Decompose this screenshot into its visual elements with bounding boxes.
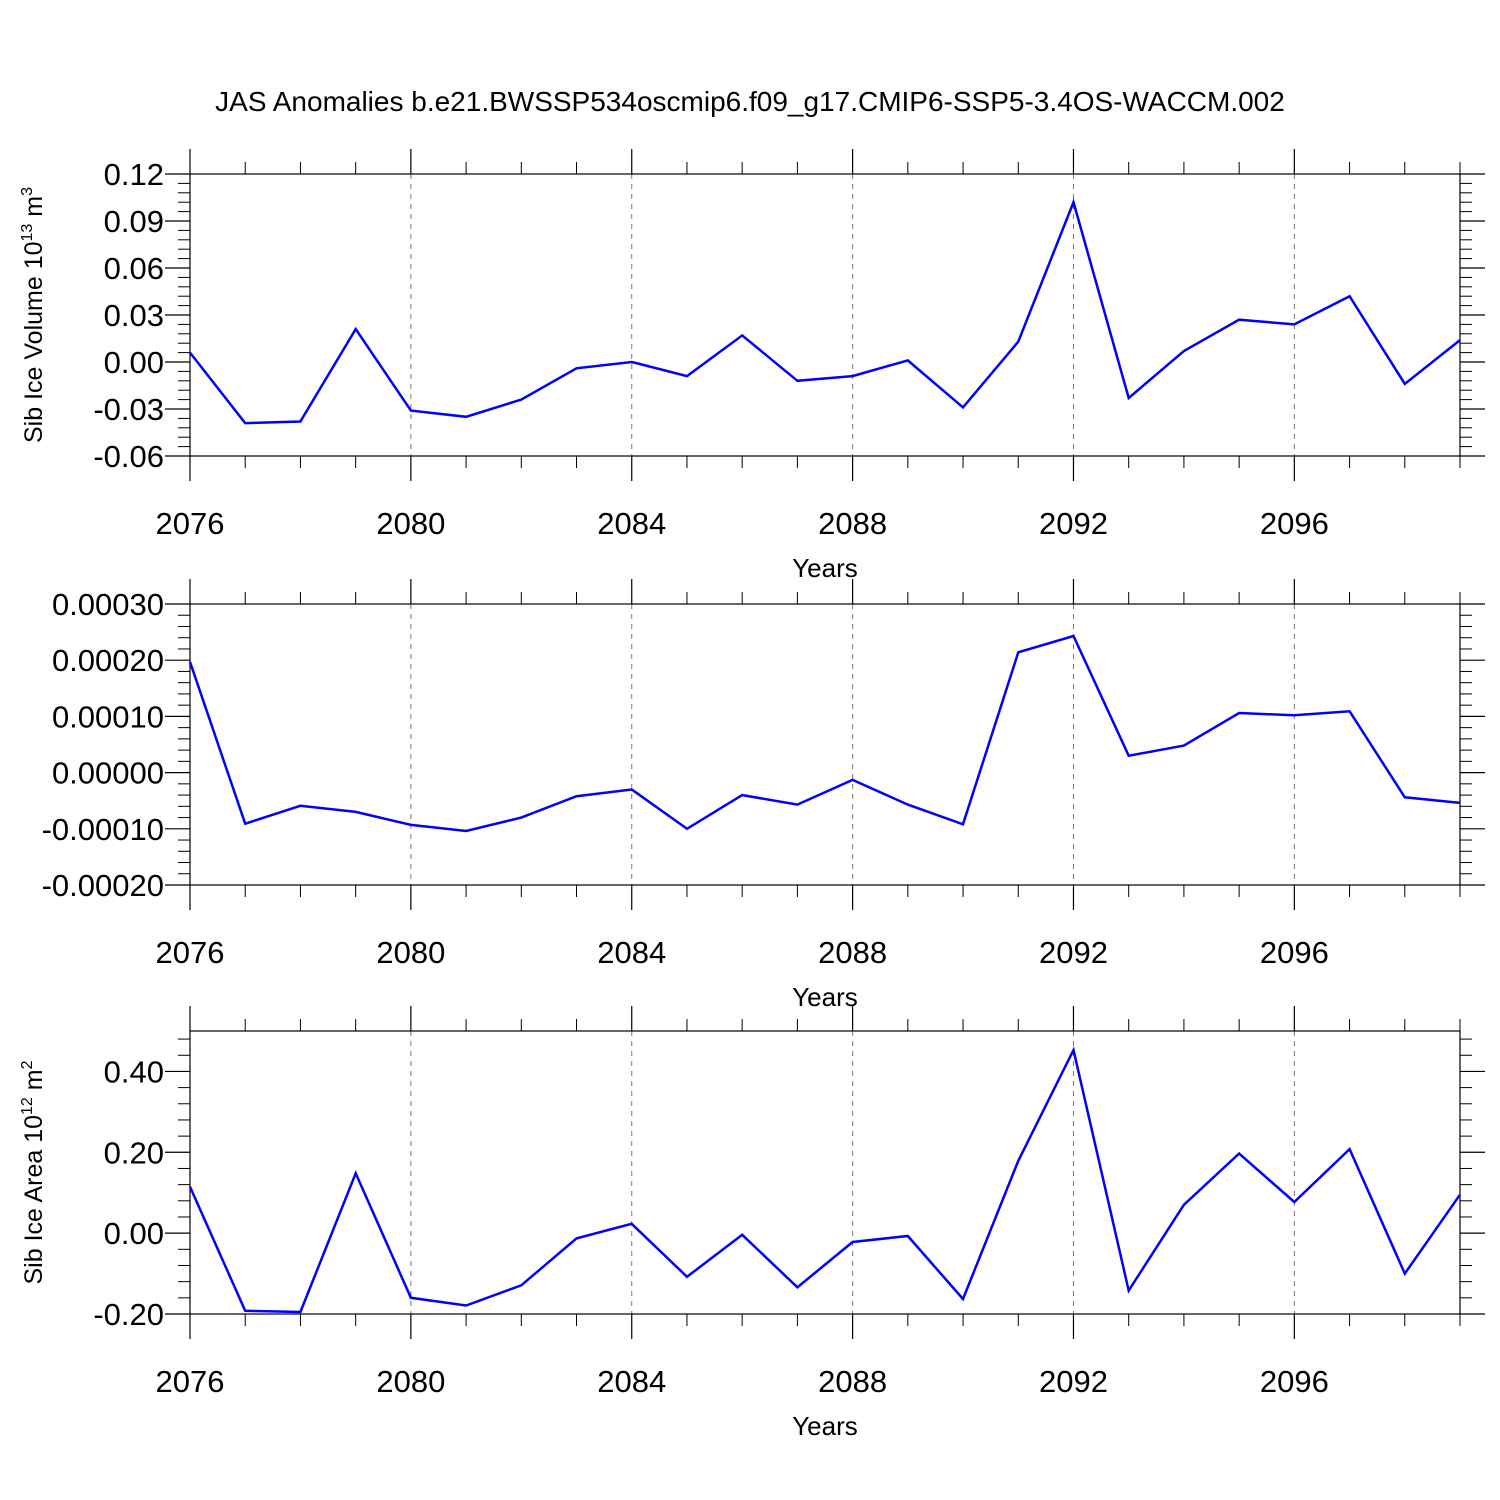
y-tick-label: -0.20 xyxy=(93,1297,164,1332)
y-tick-label: 0.09 xyxy=(104,204,164,239)
panel-3: 0.40 0.20 0.00 -0.20 2076 2080 2084 2088 2092 209… xyxy=(19,1006,1485,1441)
x-tick-label: 2092 xyxy=(1039,506,1108,541)
x-tick-label: 2080 xyxy=(376,935,445,970)
x-tick-label: 2092 xyxy=(1039,1364,1108,1399)
y-tick-label: -0.00010 xyxy=(42,812,164,847)
x-axis-label: Years xyxy=(792,982,858,1012)
y-tick-label: 0.20 xyxy=(104,1135,164,1170)
y-tick-label: -0.06 xyxy=(93,439,164,474)
x-tick-label: 2076 xyxy=(156,506,225,541)
x-tick-label: 2080 xyxy=(376,1364,445,1399)
series-line xyxy=(189,198,1461,425)
panel-1: 0.12 0.09 0.06 0.03 0.00 -0.03 -0.06 2076 2080 20… xyxy=(19,149,1485,583)
y-tick-label: 0.00010 xyxy=(52,699,164,734)
y-tick-label: -0.03 xyxy=(93,392,164,427)
x-tick-label: 2096 xyxy=(1260,506,1329,541)
y-axis-label: Sib Ice Volume 1013 m3 xyxy=(19,187,48,443)
y-tick-label: 0.00 xyxy=(104,345,164,380)
x-tick-label: 2088 xyxy=(818,506,887,541)
y-tick-label: 0.12 xyxy=(104,157,164,192)
y-tick-label: 0.00000 xyxy=(52,756,164,791)
x-tick-label: 2084 xyxy=(597,1364,666,1399)
plot-frame xyxy=(189,603,1461,886)
x-tick-label: 2076 xyxy=(156,935,225,970)
y-tick-label: 0.00 xyxy=(104,1216,164,1251)
x-tick-label: 2096 xyxy=(1260,1364,1329,1399)
x-tick-label: 2084 xyxy=(597,506,666,541)
x-tick-label: 2084 xyxy=(597,935,666,970)
x-tick-label: 2088 xyxy=(818,935,887,970)
y-axis-label: Sib Ice Area 1012 m2 xyxy=(19,1060,48,1284)
figure-title: JAS Anomalies b.e21.BWSSP534oscmip6.f09_… xyxy=(215,86,1285,117)
series-line xyxy=(188,1046,1462,1314)
x-tick-label: 2076 xyxy=(156,1364,225,1399)
y-tick-label: 0.40 xyxy=(104,1054,164,1089)
series-line xyxy=(188,634,1461,833)
y-tick-label: 0.06 xyxy=(104,251,164,286)
plot-frame xyxy=(189,173,1461,457)
y-tick-label: -0.00020 xyxy=(42,868,164,903)
plot-frame xyxy=(189,1030,1461,1315)
x-tick-label: 2088 xyxy=(818,1364,887,1399)
x-axis-label: Years xyxy=(792,1411,858,1441)
y-tick-label: 0.00020 xyxy=(52,643,164,678)
x-axis-label: Years xyxy=(792,553,858,583)
x-tick-label: 2080 xyxy=(376,506,445,541)
x-tick-label: 2096 xyxy=(1260,935,1329,970)
y-tick-label: 0.03 xyxy=(104,298,164,333)
x-tick-label: 2092 xyxy=(1039,935,1108,970)
y-tick-label: 0.00030 xyxy=(52,587,164,622)
panel-2: 0.00030 0.00020 0.00010 0.00000 -0.00010 -0.0… xyxy=(42,579,1485,1012)
